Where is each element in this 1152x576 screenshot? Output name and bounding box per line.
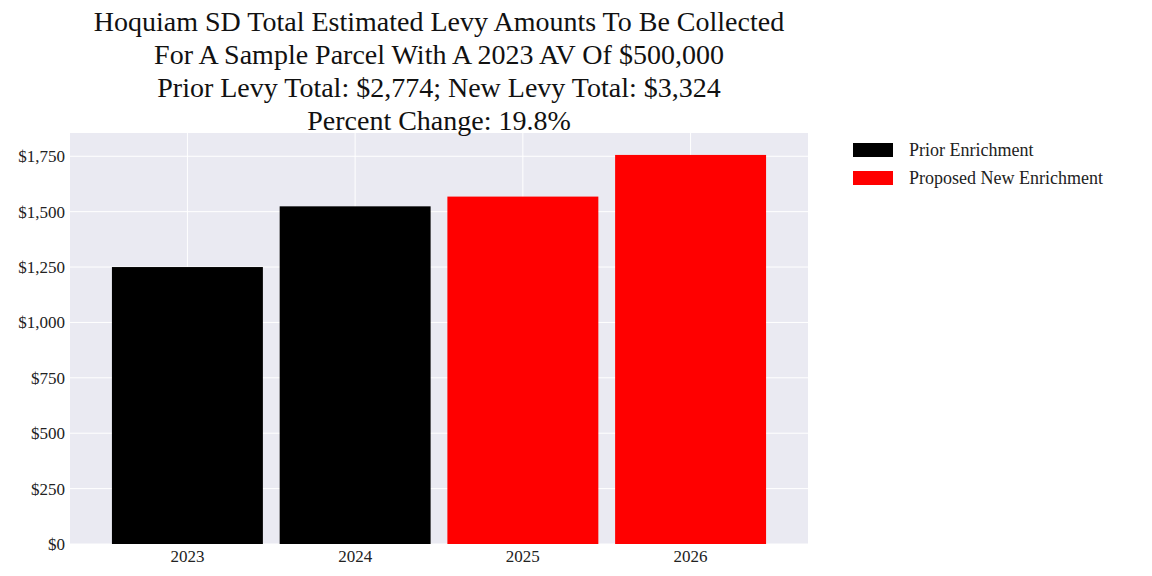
title: Percent Change: 19.8% [307, 105, 571, 136]
x-tick-label: 2023 [170, 547, 204, 566]
title: Prior Levy Total: $2,774; New Levy Total… [157, 72, 721, 103]
y-tick-label: $500 [31, 424, 65, 443]
y-tick-label: $250 [31, 480, 65, 499]
legend-label: Prior Enrichment [909, 140, 1033, 160]
title: For A Sample Parcel With A 2023 AV Of $5… [154, 39, 724, 70]
y-tick-label: $1,250 [18, 258, 65, 277]
y-tick-label: $750 [31, 369, 65, 388]
y-tick-label: $1,750 [18, 147, 65, 166]
plot-background [70, 133, 808, 544]
y-tick-label: $1,000 [18, 313, 65, 332]
legend-swatch [853, 171, 893, 185]
legend-label: Proposed New Enrichment [909, 168, 1103, 188]
x-tick-label: 2024 [338, 547, 373, 566]
chart: $0 $250 $500 $750 $1,000 $1,250 $1,500 $1,750 20… [0, 0, 1152, 576]
bar [280, 206, 431, 544]
y-tick-label: $0 [48, 535, 65, 554]
x-tick-label: 2025 [506, 547, 540, 566]
bar [447, 197, 598, 544]
legend-swatch [853, 143, 893, 157]
y-tick-label: $1,500 [18, 203, 65, 222]
title: Hoquiam SD Total Estimated Levy Amounts … [94, 6, 784, 37]
bar [615, 155, 766, 544]
bar [112, 267, 263, 544]
x-tick-label: 2026 [674, 547, 708, 566]
bars [112, 155, 766, 544]
